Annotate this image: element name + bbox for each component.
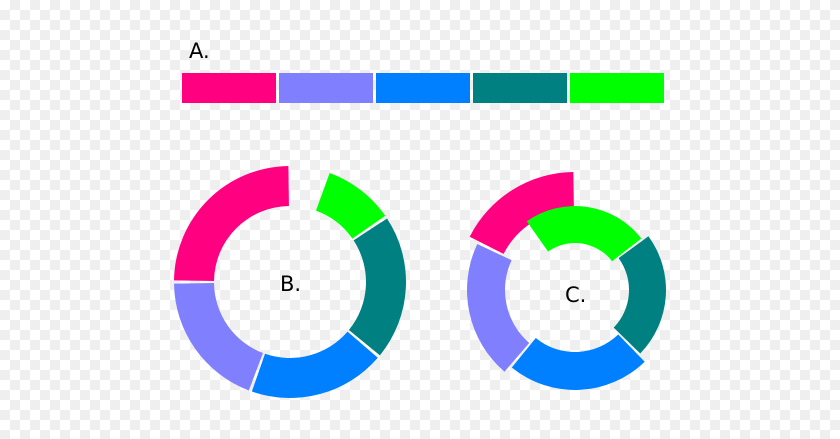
label-b: B. xyxy=(280,272,301,296)
bar-segment-2 xyxy=(279,73,373,103)
ring-b-segment-4 xyxy=(348,218,406,356)
label-a: A. xyxy=(189,39,210,63)
ring-c-segment-5 xyxy=(526,206,642,262)
ring-c-segment-1 xyxy=(469,172,574,254)
ring-b xyxy=(174,166,406,399)
bar-segment-3 xyxy=(376,73,470,103)
ring-b-segment-1 xyxy=(174,166,289,281)
color-bar xyxy=(182,73,664,103)
ring-b-segment-2 xyxy=(174,283,264,391)
ring-c-segment-4 xyxy=(613,236,666,354)
bar-segment-1 xyxy=(182,73,276,103)
bar-segment-5 xyxy=(570,73,664,103)
label-c: C. xyxy=(565,283,586,307)
ring-c xyxy=(467,172,666,390)
bar-segment-4 xyxy=(473,73,567,103)
ring-b-segment-5 xyxy=(315,173,386,239)
ring-b-segment-3 xyxy=(251,331,378,399)
ring-c-segment-3 xyxy=(511,334,645,390)
ring-c-segment-2 xyxy=(467,244,530,372)
